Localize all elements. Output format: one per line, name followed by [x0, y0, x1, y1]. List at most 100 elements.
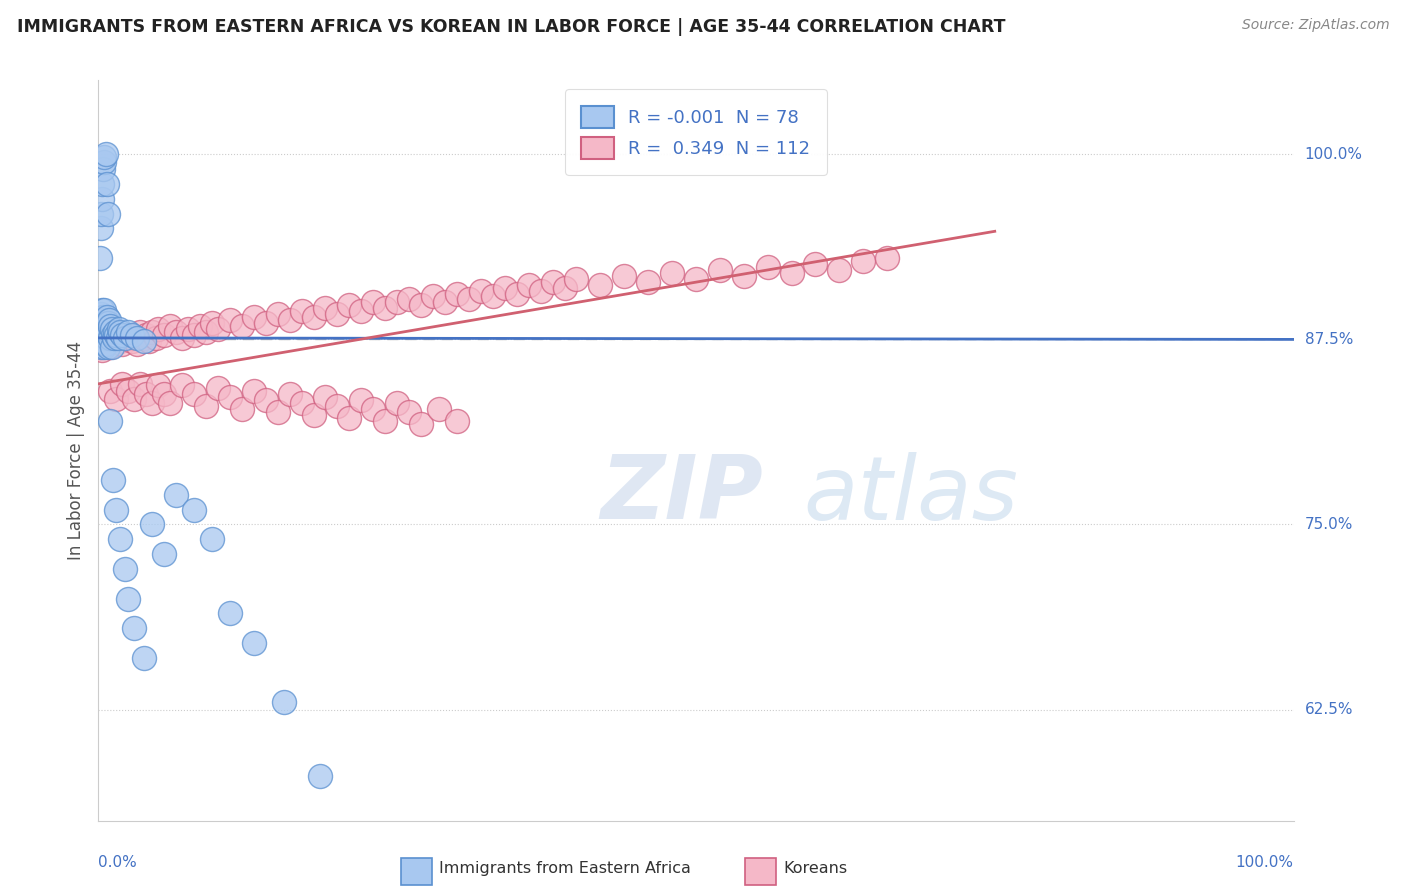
Point	[183, 502, 205, 516]
Point	[91, 192, 114, 206]
Point	[91, 162, 114, 177]
Point	[219, 313, 242, 327]
Point	[315, 390, 337, 404]
Point	[177, 322, 200, 336]
Point	[125, 336, 148, 351]
Point	[219, 390, 242, 404]
Point	[94, 336, 117, 351]
Point	[243, 636, 266, 650]
Point	[326, 307, 349, 321]
Text: 100.0%: 100.0%	[1236, 855, 1294, 871]
Point	[278, 387, 301, 401]
Point	[308, 769, 330, 783]
Point	[121, 328, 143, 343]
Point	[434, 295, 457, 310]
Point	[339, 298, 361, 312]
Point	[104, 325, 127, 339]
Point	[153, 328, 176, 343]
Point	[132, 331, 155, 345]
Point	[114, 562, 136, 576]
Point	[96, 177, 118, 191]
Point	[243, 384, 266, 399]
Point	[103, 331, 125, 345]
Point	[114, 331, 136, 345]
Point	[98, 331, 122, 345]
Point	[97, 334, 120, 348]
Point	[374, 301, 396, 316]
Point	[91, 325, 114, 339]
Point	[93, 340, 115, 354]
Point	[96, 319, 118, 334]
Text: 75.0%: 75.0%	[1305, 517, 1353, 532]
Point	[828, 262, 851, 277]
Point	[565, 271, 588, 285]
Point	[411, 298, 433, 312]
Point	[291, 304, 314, 318]
Point	[302, 408, 325, 422]
Point	[398, 405, 420, 419]
Text: Source: ZipAtlas.com: Source: ZipAtlas.com	[1241, 18, 1389, 32]
Text: 0.0%: 0.0%	[98, 855, 138, 871]
Point	[105, 502, 128, 516]
Text: ZIP: ZIP	[600, 451, 763, 539]
Point	[231, 319, 253, 334]
Point	[117, 325, 139, 339]
Point	[96, 310, 118, 325]
Text: 87.5%: 87.5%	[1305, 332, 1353, 347]
Point	[125, 331, 148, 345]
Y-axis label: In Labor Force | Age 35-44: In Labor Force | Age 35-44	[66, 341, 84, 560]
Point	[93, 302, 115, 317]
Point	[124, 621, 146, 635]
Point	[148, 322, 170, 336]
Point	[132, 650, 155, 665]
Text: IMMIGRANTS FROM EASTERN AFRICA VS KOREAN IN LABOR FORCE | AGE 35-44 CORRELATION : IMMIGRANTS FROM EASTERN AFRICA VS KOREAN…	[17, 18, 1005, 36]
Legend: R = -0.001  N = 78, R =  0.349  N = 112: R = -0.001 N = 78, R = 0.349 N = 112	[565, 89, 827, 175]
Point	[145, 331, 167, 345]
Point	[98, 319, 122, 334]
Point	[91, 343, 114, 357]
Point	[291, 396, 314, 410]
Point	[350, 393, 373, 408]
Text: 100.0%: 100.0%	[1305, 147, 1362, 161]
Point	[153, 547, 176, 561]
Point	[267, 405, 290, 419]
Point	[93, 154, 115, 169]
Point	[278, 313, 301, 327]
Point	[685, 271, 707, 285]
Point	[398, 293, 420, 307]
Point	[90, 332, 112, 346]
Point	[470, 284, 492, 298]
Point	[165, 488, 187, 502]
Point	[93, 331, 115, 345]
Point	[97, 340, 120, 354]
Point	[111, 376, 134, 391]
Point	[91, 328, 114, 343]
Point	[589, 277, 612, 292]
Point	[273, 695, 295, 709]
Point	[219, 607, 242, 621]
Point	[117, 328, 139, 343]
Point	[363, 295, 385, 310]
Point	[90, 206, 112, 220]
Point	[108, 334, 131, 348]
Text: Immigrants from Eastern Africa: Immigrants from Eastern Africa	[439, 861, 690, 876]
Point	[90, 307, 112, 321]
Point	[90, 332, 112, 346]
Point	[90, 318, 112, 332]
Point	[385, 295, 409, 310]
Point	[153, 387, 176, 401]
Point	[165, 325, 187, 339]
Point	[91, 313, 114, 327]
Point	[141, 517, 163, 532]
Point	[350, 304, 373, 318]
Point	[201, 533, 224, 547]
Point	[517, 277, 540, 292]
Point	[661, 266, 683, 280]
Point	[117, 384, 139, 399]
Point	[159, 396, 181, 410]
Point	[852, 254, 875, 268]
Point	[93, 331, 115, 345]
Point	[117, 591, 139, 606]
Point	[183, 328, 205, 343]
Point	[613, 268, 636, 283]
